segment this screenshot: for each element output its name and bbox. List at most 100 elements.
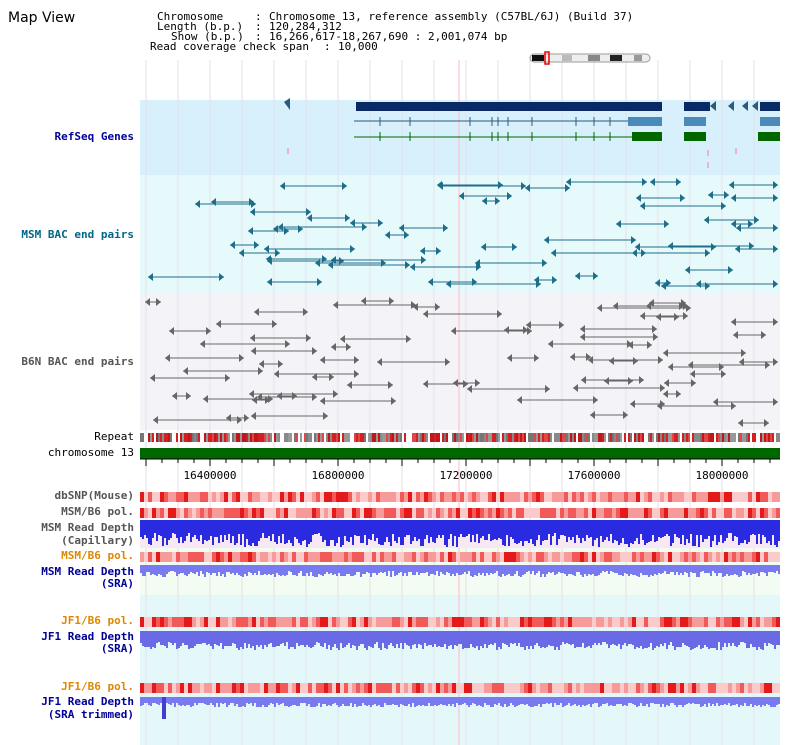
- read-depth-bar: [488, 565, 490, 575]
- track-label-msm-depth-capillary[interactable]: MSM Read Depth: [41, 521, 134, 534]
- refseq-track[interactable]: [284, 98, 780, 168]
- read-depth-bar: [306, 631, 308, 645]
- read-depth-bar: [262, 520, 264, 533]
- read-depth-bar: [442, 520, 444, 535]
- read-depth-bar: [714, 631, 716, 648]
- polymorphism-cell: [156, 492, 160, 502]
- read-depth-bar: [752, 631, 754, 647]
- read-depth-bar: [710, 520, 712, 547]
- repeat-segment: [212, 433, 214, 442]
- b6n-bac-pair-end-icon: [761, 331, 766, 339]
- read-depth-bar: [192, 520, 194, 537]
- track-label-dbsnp[interactable]: dbSNP(Mouse): [54, 489, 134, 502]
- msm-bac-track-bg: [140, 175, 780, 293]
- polymorphism-cell: [608, 617, 612, 627]
- read-depth-bar: [570, 520, 572, 540]
- read-depth-bar: [438, 631, 440, 646]
- track-label-jf1-depth-trimmed[interactable]: JF1 Read Depth: [41, 695, 134, 708]
- track-label-b6n-bac[interactable]: B6N BAC end pairs: [21, 355, 134, 368]
- read-depth-bar: [766, 565, 768, 576]
- read-depth-bar: [326, 520, 328, 546]
- read-depth-bar: [374, 697, 376, 704]
- read-depth-bar: [734, 631, 736, 646]
- b6n-bac-pair-end-icon: [713, 398, 718, 406]
- read-depth-bar: [696, 697, 698, 704]
- read-depth-bar: [654, 697, 656, 704]
- polymorphism-cell: [248, 617, 252, 627]
- polymorphism-cell: [776, 552, 780, 562]
- read-depth-bar: [172, 565, 174, 571]
- read-depth-bar: [542, 697, 544, 704]
- polymorphism-cell: [280, 552, 284, 562]
- polymorphism-cell: [620, 683, 624, 693]
- polymorphism-cell: [368, 552, 372, 562]
- read-depth-bar: [734, 697, 736, 705]
- repeat-segment: [484, 433, 486, 442]
- polymorphism-cell: [144, 508, 148, 518]
- repeat-segment: [594, 433, 596, 442]
- polymorphism-cell: [360, 552, 364, 562]
- read-depth-bar: [246, 565, 248, 576]
- read-depth-bar: [540, 631, 542, 648]
- chromosome-ideogram[interactable]: [529, 51, 651, 65]
- polymorphism-cell: [400, 492, 404, 502]
- read-depth-bar: [626, 631, 628, 646]
- polymorphism-cell: [316, 552, 320, 562]
- read-depth-tracks[interactable]: [140, 520, 780, 719]
- read-depth-bar: [542, 631, 544, 647]
- read-depth-bar: [770, 565, 772, 572]
- polymorphism-cell: [220, 492, 224, 502]
- read-depth-bar: [662, 565, 664, 573]
- read-depth-bar: [188, 520, 190, 533]
- track-label-jf1-pol-2[interactable]: JF1/B6 pol.: [61, 680, 134, 693]
- read-depth-bar: [154, 565, 156, 575]
- read-depth-bar: [144, 697, 146, 703]
- polymorphism-cell: [672, 683, 676, 693]
- repeat-segment: [194, 433, 196, 442]
- track-label-msm-bac[interactable]: MSM BAC end pairs: [21, 228, 134, 241]
- read-depth-bar: [258, 631, 260, 647]
- track-label-jf1-depth-sra[interactable]: JF1 Read Depth: [41, 630, 134, 643]
- polymorphism-cell: [600, 683, 604, 693]
- read-depth-bar: [342, 520, 344, 545]
- msm-bac-pair-end-icon: [264, 245, 269, 253]
- polymorphism-cell: [584, 683, 588, 693]
- polymorphism-cell: [284, 492, 288, 502]
- track-label-repeat[interactable]: Repeat: [94, 430, 134, 443]
- msm-bac-track[interactable]: [148, 178, 778, 290]
- read-depth-bar: [564, 520, 566, 536]
- msm-bac-pair-end-icon: [266, 255, 271, 263]
- track-label-msm-pol-2[interactable]: MSM/B6 pol.: [61, 549, 134, 562]
- read-depth-bar: [280, 565, 282, 576]
- track-label-jf1-pol-1[interactable]: JF1/B6 pol.: [61, 614, 134, 627]
- track-label-refseq[interactable]: RefSeq Genes: [54, 130, 134, 143]
- read-depth-bar: [152, 697, 154, 703]
- polymorphism-heat-tracks[interactable]: [140, 492, 780, 693]
- polymorphism-cell: [672, 552, 676, 562]
- read-depth-bar: [526, 520, 528, 541]
- repeat-track[interactable]: [140, 433, 780, 442]
- repeat-segment: [536, 433, 538, 442]
- polymorphism-cell: [548, 492, 552, 502]
- read-depth-bar: [540, 697, 542, 707]
- polymorphism-cell: [668, 683, 672, 693]
- polymorphism-cell: [716, 552, 720, 562]
- read-depth-bar: [604, 697, 606, 704]
- read-depth-bar: [146, 631, 148, 647]
- track-label-msm-depth-sra[interactable]: MSM Read Depth: [41, 565, 134, 578]
- polymorphism-cell: [288, 683, 292, 693]
- read-depth-bar: [294, 697, 296, 705]
- polymorphism-cell: [268, 508, 272, 518]
- b6n-bac-pair-end-icon: [517, 396, 522, 404]
- repeat-segment: [158, 433, 160, 442]
- repeat-segment: [726, 433, 728, 442]
- repeat-segment: [190, 433, 192, 442]
- read-depth-bar: [222, 565, 224, 574]
- track-label-msm-pol-1[interactable]: MSM/B6 pol.: [61, 505, 134, 518]
- read-depth-bar: [480, 565, 482, 575]
- coverage-key: Read coverage check span: [150, 40, 309, 53]
- read-depth-bar: [160, 631, 162, 645]
- b6n-bac-track[interactable]: [145, 297, 778, 427]
- b6n-bac-pair-end-icon: [391, 397, 396, 405]
